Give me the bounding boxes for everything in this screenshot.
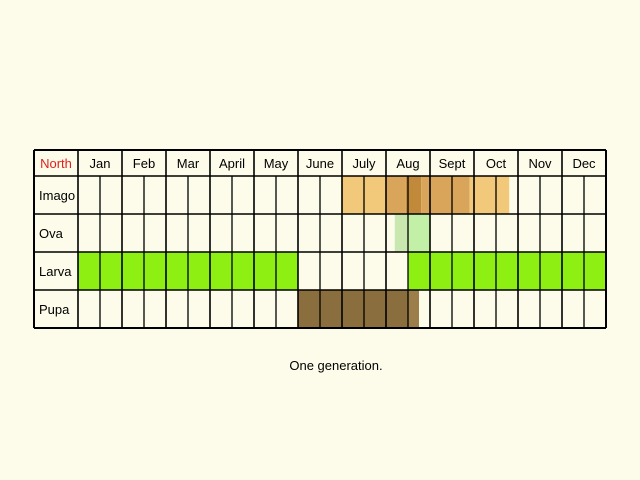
month-label: Oct (486, 156, 507, 171)
month-label: Jan (90, 156, 111, 171)
month-label: Feb (133, 156, 155, 171)
stage-label-larva: Larva (39, 264, 72, 279)
stage-span-imago (386, 176, 406, 214)
stage-span-larva (408, 252, 606, 290)
stage-span-imago (421, 176, 470, 214)
month-label: April (219, 156, 245, 171)
month-label: Sept (439, 156, 466, 171)
region-label: North (40, 156, 72, 171)
month-label: June (306, 156, 334, 171)
stage-span-imago (469, 176, 510, 214)
month-label: Dec (572, 156, 596, 171)
month-label: July (352, 156, 376, 171)
stage-span-ova (394, 214, 408, 252)
stage-label-imago: Imago (39, 188, 75, 203)
month-label: Mar (177, 156, 200, 171)
month-label: Nov (528, 156, 552, 171)
caption: One generation. (289, 358, 383, 373)
stage-span-pupa (298, 290, 408, 328)
stage-span-ova (408, 214, 430, 252)
stage-label-ova: Ova (39, 226, 64, 241)
stage-label-pupa: Pupa (39, 302, 70, 317)
month-label: Aug (396, 156, 419, 171)
stage-span-imago (405, 176, 422, 214)
month-label: May (264, 156, 289, 171)
stage-span-pupa (408, 290, 419, 328)
